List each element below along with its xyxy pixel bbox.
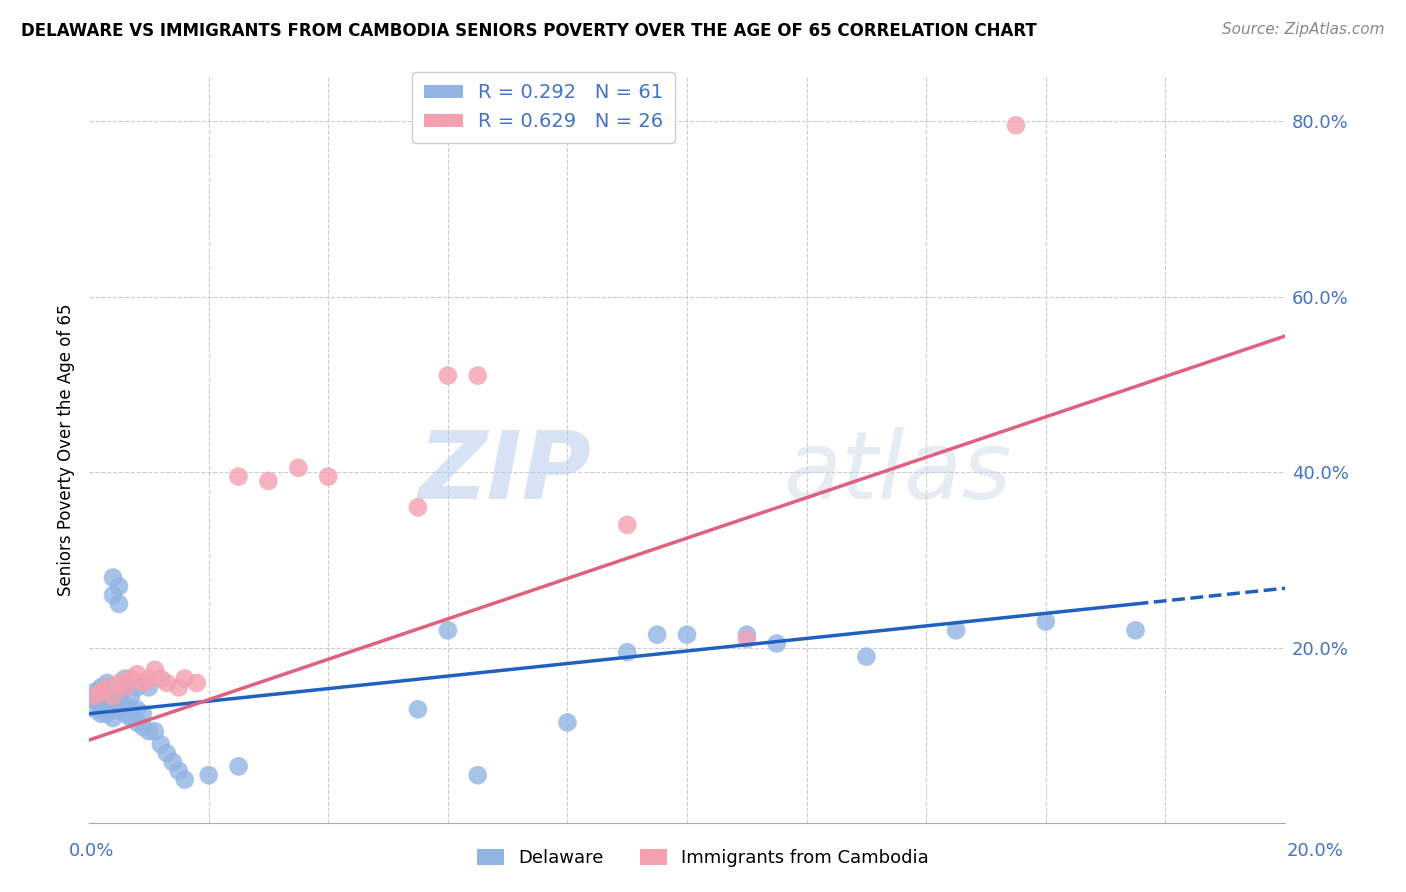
Point [125, 681, 148, 695]
Point [945, 624, 967, 638]
Point [132, 706, 155, 721]
Text: DELAWARE VS IMMIGRANTS FROM CAMBODIA SENIORS POVERTY OVER THE AGE OF 65 CORRELAT: DELAWARE VS IMMIGRANTS FROM CAMBODIA SEN… [21, 22, 1036, 40]
Point [557, 715, 579, 730]
Point [173, 772, 195, 787]
Point [96, 685, 118, 699]
Point [101, 693, 124, 707]
Point [84, 689, 107, 703]
Point [167, 681, 190, 695]
Point [84, 702, 107, 716]
Point [676, 628, 699, 642]
Point [616, 517, 638, 532]
Legend: Delaware, Immigrants from Cambodia: Delaware, Immigrants from Cambodia [470, 841, 936, 874]
Point [101, 571, 124, 585]
Point [120, 711, 142, 725]
Point [167, 764, 190, 778]
Point [765, 636, 787, 650]
Point [735, 628, 758, 642]
Point [1035, 615, 1057, 629]
Point [96, 681, 118, 695]
Point [1125, 624, 1147, 638]
Point [1005, 118, 1028, 132]
Point [108, 676, 131, 690]
Point [132, 720, 155, 734]
Point [84, 685, 107, 699]
Point [855, 649, 877, 664]
Point [735, 632, 758, 646]
Point [437, 368, 460, 383]
Legend: R = 0.292   N = 61, R = 0.629   N = 26: R = 0.292 N = 61, R = 0.629 N = 26 [412, 71, 675, 143]
Point [228, 469, 250, 483]
Point [90, 693, 112, 707]
Point [132, 676, 155, 690]
Point [162, 755, 184, 769]
Point [173, 672, 195, 686]
Point [114, 681, 136, 695]
Point [149, 738, 172, 752]
Point [108, 579, 131, 593]
Point [406, 500, 429, 515]
Point [90, 698, 112, 712]
Point [96, 681, 118, 695]
Point [138, 672, 160, 686]
Point [90, 685, 112, 699]
Point [114, 681, 136, 695]
Point [101, 702, 124, 716]
Point [96, 693, 118, 707]
Point [114, 698, 136, 712]
Point [149, 672, 172, 686]
Point [108, 693, 131, 707]
Point [101, 711, 124, 725]
Point [467, 368, 489, 383]
Point [228, 759, 250, 773]
Point [406, 702, 429, 716]
Point [125, 667, 148, 681]
Text: ZIP: ZIP [419, 426, 592, 518]
Point [120, 672, 142, 686]
Point [186, 676, 208, 690]
Point [90, 685, 112, 699]
Point [138, 724, 160, 739]
Text: 20.0%: 20.0% [1286, 842, 1343, 860]
Point [138, 681, 160, 695]
Point [257, 474, 280, 488]
Point [287, 460, 309, 475]
Point [84, 693, 107, 707]
Point [108, 597, 131, 611]
Point [120, 702, 142, 716]
Point [101, 689, 124, 703]
Point [197, 768, 219, 782]
Point [156, 676, 179, 690]
Point [645, 628, 668, 642]
Point [125, 715, 148, 730]
Point [90, 689, 112, 703]
Point [96, 676, 118, 690]
Point [90, 706, 112, 721]
Point [316, 469, 339, 483]
Point [156, 746, 179, 760]
Point [108, 702, 131, 716]
Y-axis label: Seniors Poverty Over the Age of 65: Seniors Poverty Over the Age of 65 [58, 304, 75, 597]
Point [114, 672, 136, 686]
Point [616, 645, 638, 659]
Point [125, 702, 148, 716]
Point [120, 689, 142, 703]
Point [84, 689, 107, 703]
Point [96, 689, 118, 703]
Text: atlas: atlas [783, 427, 1011, 518]
Point [114, 706, 136, 721]
Text: 0.0%: 0.0% [69, 842, 114, 860]
Point [96, 702, 118, 716]
Point [101, 588, 124, 602]
Point [96, 706, 118, 721]
Point [437, 624, 460, 638]
Point [143, 663, 166, 677]
Point [143, 724, 166, 739]
Point [467, 768, 489, 782]
Point [90, 681, 112, 695]
Text: Source: ZipAtlas.com: Source: ZipAtlas.com [1222, 22, 1385, 37]
